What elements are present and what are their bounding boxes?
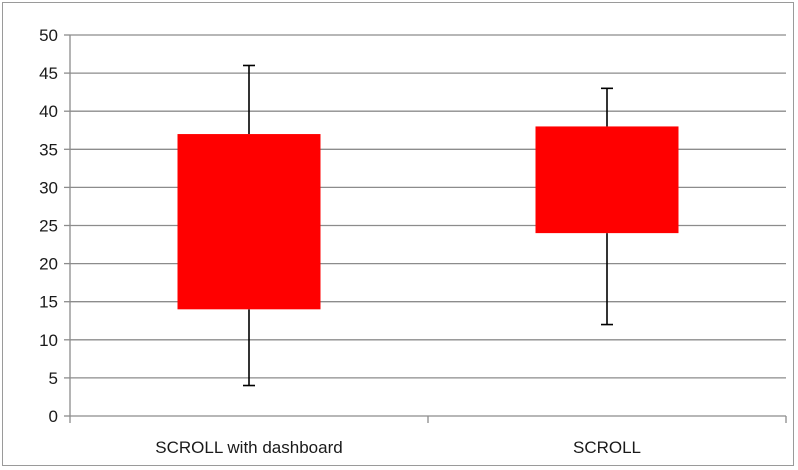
y-tick-label: 40 (39, 102, 58, 121)
y-tick-label: 15 (39, 293, 58, 312)
y-tick-label: 50 (39, 26, 58, 45)
chart-frame (2, 2, 794, 466)
x-category-label: SCROLL with dashboard (155, 438, 342, 457)
axes (64, 34, 787, 423)
y-tick-label: 0 (49, 407, 58, 426)
y-tick-label: 10 (39, 331, 58, 350)
y-tick-label: 30 (39, 178, 58, 197)
whiskers (243, 64, 613, 387)
box-0 (177, 134, 321, 310)
y-tick-label: 35 (39, 140, 58, 159)
y-tick-label: 5 (49, 369, 58, 388)
boxes (177, 126, 679, 310)
tick-labels: 0 5 10 15 20 25 30 35 40 45 50 SCROLL with dashboar… (39, 26, 641, 457)
y-tick-label: 45 (39, 64, 58, 83)
gridlines (70, 34, 786, 379)
box-1 (535, 126, 679, 234)
x-category-label: SCROLL (573, 438, 641, 457)
y-tick-label: 25 (39, 217, 58, 236)
y-tick-label: 20 (39, 255, 58, 274)
